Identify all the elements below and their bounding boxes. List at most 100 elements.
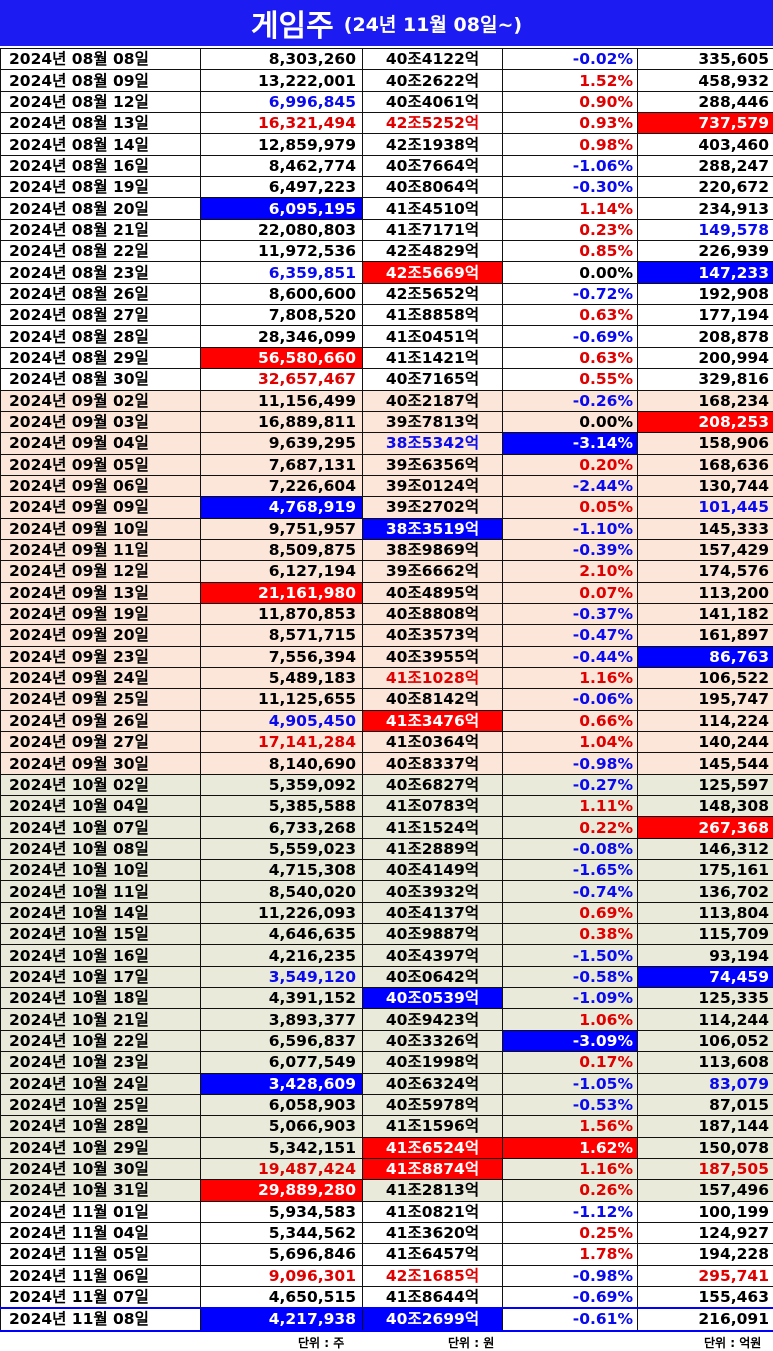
volume-cell: 4,216,235 bbox=[200, 944, 363, 967]
change-cell: -0.98% bbox=[502, 1264, 638, 1287]
price-cell: 40조0642억 bbox=[362, 965, 503, 989]
date-cell: 2024년 10월 15일 bbox=[0, 923, 201, 946]
date-cell: 2024년 08월 13일 bbox=[0, 112, 201, 135]
daily-stock-table: 2024년 08월 08일 8,303,260 40조4122억 -0.02% 335,… bbox=[0, 47, 773, 1332]
table-row: 2024년 09월 24일 5,489,183 41조1028억 1.16% 106,5… bbox=[0, 666, 773, 690]
value-cell: 150,078 bbox=[637, 1136, 773, 1159]
date-cell: 2024년 10월 02일 bbox=[0, 773, 201, 797]
change-cell: 0.17% bbox=[502, 1051, 638, 1074]
price-cell: 41조1596억 bbox=[362, 1115, 503, 1138]
volume-cell: 8,540,020 bbox=[200, 880, 363, 903]
change-cell: 0.85% bbox=[502, 240, 638, 263]
table-row: 2024년 10월 28일 5,066,903 41조1596억 1.56% 187,1… bbox=[0, 1115, 773, 1138]
value-cell: 194,228 bbox=[637, 1243, 773, 1266]
price-cell: 41조1421억 bbox=[362, 346, 503, 370]
change-cell: 1.11% bbox=[502, 795, 638, 818]
date-cell: 2024년 11월 05일 bbox=[0, 1243, 201, 1266]
change-cell: 2.10% bbox=[502, 560, 638, 583]
date-cell: 2024년 09월 24일 bbox=[0, 666, 201, 690]
price-cell: 41조7171억 bbox=[362, 218, 503, 242]
date-cell: 2024년 09월 05일 bbox=[0, 453, 201, 476]
table-row: 2024년 08월 29일 56,580,660 41조1421억 0.63% 200,… bbox=[0, 346, 773, 370]
table-row: 2024년 09월 23일 7,556,394 40조3955억 -0.44% 86,7… bbox=[0, 645, 773, 668]
date-cell: 2024년 09월 03일 bbox=[0, 410, 201, 434]
date-cell: 2024년 08월 08일 bbox=[0, 47, 201, 71]
change-cell: 1.78% bbox=[502, 1243, 638, 1266]
volume-cell: 16,321,494 bbox=[200, 112, 363, 135]
price-cell: 40조3932억 bbox=[362, 880, 503, 903]
value-cell: 216,091 bbox=[637, 1307, 773, 1332]
table-row: 2024년 10월 16일 4,216,235 40조4397억 -1.50% 93,1… bbox=[0, 944, 773, 967]
volume-cell: 8,140,690 bbox=[200, 752, 363, 775]
price-cell: 41조0364억 bbox=[362, 730, 503, 754]
volume-cell: 21,161,980 bbox=[200, 581, 363, 604]
volume-cell: 6,497,223 bbox=[200, 176, 363, 199]
volume-cell: 16,889,811 bbox=[200, 410, 363, 434]
value-cell: 113,608 bbox=[637, 1051, 773, 1074]
table-row: 2024년 10월 29일 5,342,151 41조6524억 1.62% 150,0… bbox=[0, 1136, 773, 1159]
change-cell: 0.90% bbox=[502, 90, 638, 114]
value-cell: 146,312 bbox=[637, 837, 773, 861]
change-cell: -1.12% bbox=[502, 1200, 638, 1223]
volume-cell: 7,556,394 bbox=[200, 645, 363, 668]
price-cell: 39조6356억 bbox=[362, 453, 503, 476]
value-cell: 168,636 bbox=[637, 453, 773, 476]
value-cell: 200,994 bbox=[637, 346, 773, 370]
change-cell: 1.62% bbox=[502, 1136, 638, 1159]
volume-cell: 4,391,152 bbox=[200, 987, 363, 1010]
price-cell: 41조8644억 bbox=[362, 1285, 503, 1309]
value-cell: 141,182 bbox=[637, 602, 773, 626]
volume-cell: 29,889,280 bbox=[200, 1179, 363, 1202]
change-cell: -0.69% bbox=[502, 1285, 638, 1309]
table-row: 2024년 10월 14일 11,226,093 40조4137억 0.69% 113,… bbox=[0, 901, 773, 925]
table-row: 2024년 08월 26일 8,600,600 42조5652억 -0.72% 192,… bbox=[0, 282, 773, 306]
table-row: 2024년 08월 08일 8,303,260 40조4122억 -0.02% 335,… bbox=[0, 47, 773, 71]
table-row: 2024년 09월 26일 4,905,450 41조3476억 0.66% 114,2… bbox=[0, 709, 773, 733]
value-cell: 125,335 bbox=[637, 987, 773, 1010]
price-cell: 40조2187억 bbox=[362, 389, 503, 412]
change-cell: -1.50% bbox=[502, 944, 638, 967]
table-row: 2024년 08월 12일 6,996,845 40조4061억 0.90% 288,4… bbox=[0, 90, 773, 114]
price-cell: 40조4122억 bbox=[362, 47, 503, 71]
date-cell: 2024년 11월 01일 bbox=[0, 1200, 201, 1223]
value-cell: 177,194 bbox=[637, 304, 773, 327]
date-cell: 2024년 08월 22일 bbox=[0, 240, 201, 263]
value-cell: 106,052 bbox=[637, 1029, 773, 1053]
price-cell: 40조4149억 bbox=[362, 859, 503, 882]
volume-cell: 5,344,562 bbox=[200, 1221, 363, 1245]
volume-cell: 3,428,609 bbox=[200, 1072, 363, 1095]
volume-cell: 12,859,979 bbox=[200, 133, 363, 156]
price-cell: 41조6524억 bbox=[362, 1136, 503, 1159]
table-row: 2024년 09월 04일 9,639,295 38조5342억 -3.14% 158,… bbox=[0, 432, 773, 455]
value-unit-label: 단위 : 억원 bbox=[704, 1336, 762, 1350]
price-cell: 41조2813억 bbox=[362, 1179, 503, 1202]
volume-cell: 8,571,715 bbox=[200, 624, 363, 647]
date-cell: 2024년 08월 29일 bbox=[0, 346, 201, 370]
table-row: 2024년 09월 03일 16,889,811 39조7813억 0.00% 208,… bbox=[0, 410, 773, 434]
table-row: 2024년 08월 13일 16,321,494 42조5252억 0.93% 737,… bbox=[0, 112, 773, 135]
value-cell: 87,015 bbox=[637, 1093, 773, 1117]
change-cell: -0.61% bbox=[502, 1307, 638, 1332]
date-cell: 2024년 09월 20일 bbox=[0, 624, 201, 647]
price-cell: 38조9869억 bbox=[362, 538, 503, 562]
date-cell: 2024년 11월 04일 bbox=[0, 1221, 201, 1245]
price-cell: 41조0783억 bbox=[362, 795, 503, 818]
change-cell: 0.69% bbox=[502, 901, 638, 925]
volume-cell: 6,596,837 bbox=[200, 1029, 363, 1053]
change-cell: -0.06% bbox=[502, 688, 638, 711]
date-cell: 2024년 09월 04일 bbox=[0, 432, 201, 455]
value-cell: 101,445 bbox=[637, 496, 773, 519]
volume-cell: 5,359,092 bbox=[200, 773, 363, 797]
price-cell: 38조5342억 bbox=[362, 432, 503, 455]
volume-cell: 13,222,001 bbox=[200, 69, 363, 92]
change-cell: -0.53% bbox=[502, 1093, 638, 1117]
volume-cell: 17,141,284 bbox=[200, 730, 363, 754]
value-cell: 136,702 bbox=[637, 880, 773, 903]
value-cell: 208,878 bbox=[637, 325, 773, 348]
volume-cell: 6,996,845 bbox=[200, 90, 363, 114]
date-cell: 2024년 10월 14일 bbox=[0, 901, 201, 925]
change-cell: -3.14% bbox=[502, 432, 638, 455]
price-cell: 39조7813억 bbox=[362, 410, 503, 434]
volume-cell: 5,385,588 bbox=[200, 795, 363, 818]
table-row: 2024년 09월 20일 8,571,715 40조3573억 -0.47% 161,… bbox=[0, 624, 773, 647]
